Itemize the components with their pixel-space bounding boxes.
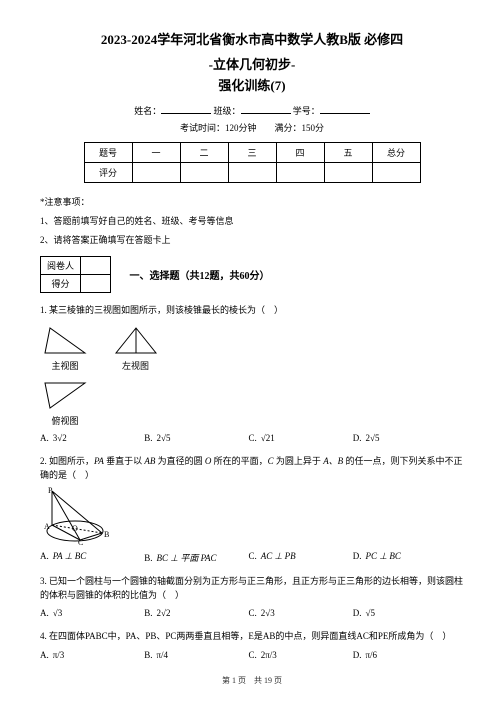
triangle-icon [111,323,161,357]
score-table: 题号 一 二 三 四 五 总分 评分 [84,142,421,183]
svg-text:C: C [78,538,83,545]
student-info: 姓名： 班级： 学号： [40,104,464,117]
q2-figure: P A B C O [40,487,120,545]
q2-opt-d: D.PC ⊥ BC [353,551,455,562]
q3-opt-a: A.√3 [40,608,142,618]
q2-opt-a: A.PA ⊥ BC [40,551,142,562]
q1-main-view: 主视图 [40,323,90,372]
title-line3: 强化训练(7) [40,75,464,94]
score-row2-label: 评分 [84,162,132,182]
q1-top-label: 俯视图 [40,414,90,427]
score-hdr-4: 四 [276,142,324,162]
q1-options: A.3√2 B.2√5 C.√21 D.2√5 [40,433,464,444]
q4-opt-a: A.π/3 [40,650,142,660]
name-label: 姓名： [134,106,161,116]
score-cell [132,162,180,182]
grader-row1: 阅卷人 [41,256,81,274]
id-label: 学号： [293,106,320,116]
title-line1: 2023-2024学年河北省衡水市高中数学人教B版 必修四 [40,30,464,50]
score-hdr-0: 题号 [84,142,132,162]
q4-stem: 4. 在四面体PABC中，PA、PB、PC两两垂直且相等，E是AB的中点，则异面… [40,629,464,643]
score-hdr-1: 一 [132,142,180,162]
grader-table: 阅卷人 得分 [40,256,111,293]
q3-opt-d: D.√5 [353,608,455,618]
class-label: 班级： [213,106,240,116]
svg-text:A: A [44,522,50,531]
q4-opt-d: D.π/6 [353,650,455,660]
name-blank [161,104,211,114]
q1-left-label: 左视图 [111,359,161,372]
q1-opt-a: A.3√2 [40,433,142,443]
score-hdr-6: 总分 [372,142,420,162]
grader-row2: 得分 [41,274,81,292]
q1-views: 主视图 左视图 [40,323,464,372]
svg-text:B: B [104,530,109,539]
page-footer: 第 1 页 共 19 页 [40,675,464,686]
q2-options: A.PA ⊥ BC B.BC ⊥ 平面 PAC C.AC ⊥ PB D.PC ⊥… [40,551,464,564]
triangle-icon [40,378,90,412]
svg-text:O: O [72,524,78,533]
id-blank [320,104,370,114]
note-2: 2、请将答案正确填写在答题卡上 [40,233,464,246]
q1-top-view: 俯视图 [40,378,90,427]
class-blank [241,104,291,114]
score-hdr-3: 三 [228,142,276,162]
triangle-icon [40,323,90,357]
score-cell [276,162,324,182]
svg-text:P: P [48,487,53,495]
q1-main-label: 主视图 [40,359,90,372]
title-line2: -立体几何初步- [40,54,464,73]
exam-meta: 考试时间：120分钟 满分：150分 [40,121,464,134]
score-cell [324,162,372,182]
q1-stem: 1. 某三棱锥的三视图如图所示，则该棱锥最长的棱长为（ ） [40,303,464,317]
note-1: 1、答题前填写好自己的姓名、班级、考号等信息 [40,214,464,227]
score-hdr-2: 二 [180,142,228,162]
score-cell [180,162,228,182]
q1-opt-b: B.2√5 [144,433,246,443]
score-hdr-5: 五 [324,142,372,162]
grader-blank [81,274,111,292]
q1-opt-c: C.√21 [249,433,351,443]
section1-title: 一、选择题（共12题，共60分） [130,267,270,282]
q2-opt-c: C.AC ⊥ PB [249,551,351,562]
q2-opt-b: B.BC ⊥ 平面 PAC [144,551,246,564]
q3-opt-b: B.2√2 [144,608,246,618]
q4-opt-b: B.π/4 [144,650,246,660]
q3-options: A.√3 B.2√2 C.2√3 D.√5 [40,608,464,619]
q1-opt-d: D.2√5 [353,433,455,443]
q4-options: A.π/3 B.π/4 C.2π/3 D.π/6 [40,650,464,661]
cone-diagram-icon: P A B C O [40,487,120,545]
score-cell [228,162,276,182]
q3-opt-c: C.2√3 [249,608,351,618]
score-cell [372,162,420,182]
notes-header: *注意事项： [40,195,464,208]
q3-stem: 3. 已知一个圆柱与一个圆锥的轴截面分别为正方形与正三角形，且正方形与正三角形的… [40,574,464,603]
grader-blank [81,256,111,274]
q4-opt-c: C.2π/3 [249,650,351,660]
q1-top-view-row: 俯视图 [40,378,464,427]
q1-left-view: 左视图 [111,323,161,372]
q2-stem: 2. 如图所示，PA 垂直于以 AB 为直径的圆 O 所在的平面，C 为圆上异于… [40,454,464,483]
